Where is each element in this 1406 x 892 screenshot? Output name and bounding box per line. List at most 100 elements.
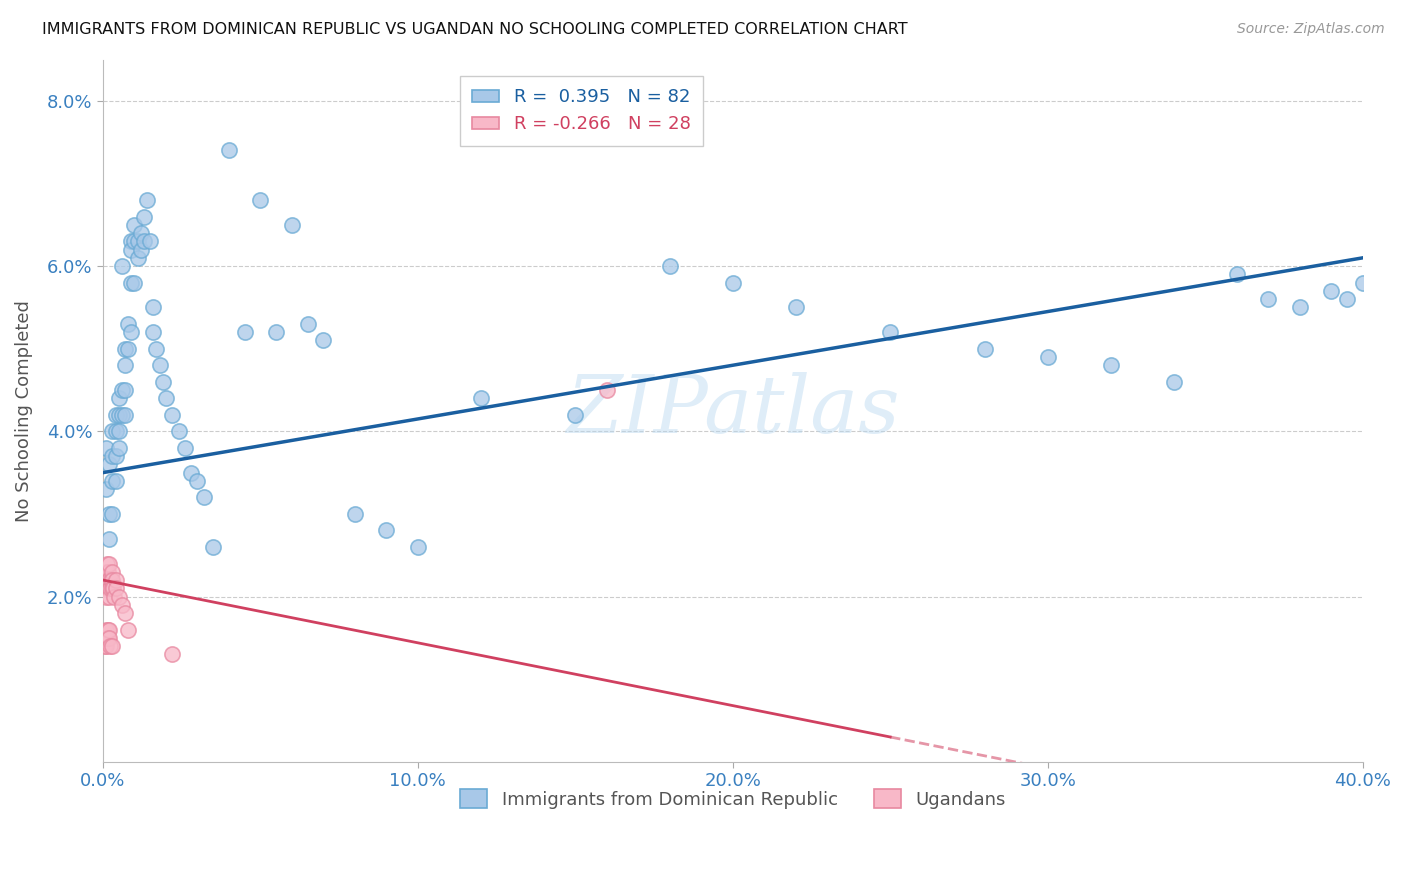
Text: ZIPatlas: ZIPatlas [567,372,900,450]
Point [173,441,195,455]
Point [104,582,127,596]
Point [103,590,125,604]
Point [1351,276,1374,290]
Text: Source: ZipAtlas.com: Source: ZipAtlas.com [1237,22,1385,37]
Text: IMMIGRANTS FROM DOMINICAN REPUBLIC VS UGANDAN NO SCHOOLING COMPLETED CORRELATION: IMMIGRANTS FROM DOMINICAN REPUBLIC VS UG… [42,22,908,37]
Point [101,425,124,439]
Point [117,342,139,356]
Point [785,301,807,315]
Point [343,507,366,521]
Point [160,648,183,662]
Point [100,573,122,587]
Point [98,557,121,571]
Point [180,466,202,480]
Point [1336,292,1358,306]
Point [107,590,129,604]
Point [104,408,127,422]
Legend: Immigrants from Dominican Republic, Ugandans: Immigrants from Dominican Republic, Ugan… [453,782,1012,816]
Point [149,358,172,372]
Point [470,392,492,406]
Point [152,375,174,389]
Point [104,449,127,463]
Point [721,276,744,290]
Point [94,631,117,645]
Point [96,573,118,587]
Point [94,573,117,587]
Point [98,639,121,653]
Point [101,565,124,579]
Point [104,425,127,439]
Point [94,623,117,637]
Point [96,557,118,571]
Point [281,218,304,232]
Point [98,573,121,587]
Point [98,631,121,645]
Point [94,441,117,455]
Point [120,235,142,249]
Point [98,582,121,596]
Point [127,235,149,249]
Point [101,474,124,488]
Point [114,408,136,422]
Point [111,259,134,273]
Point [120,243,142,257]
Point [94,565,117,579]
Point [104,573,127,587]
Point [167,425,190,439]
Point [186,474,208,488]
Point [658,259,681,273]
Point [973,342,995,356]
Point [312,334,335,348]
Point [101,449,124,463]
Point [297,317,319,331]
Point [98,458,121,472]
Point [120,276,142,290]
Point [1099,358,1122,372]
Point [98,590,121,604]
Point [124,235,146,249]
Point [129,226,152,240]
Point [94,590,117,604]
Point [218,144,240,158]
Point [104,474,127,488]
Point [107,425,129,439]
Point [96,631,118,645]
Point [98,507,121,521]
Point [97,631,120,645]
Point [132,210,155,224]
Point [1226,268,1249,282]
Point [233,325,256,339]
Point [97,623,120,637]
Point [97,573,120,587]
Point [120,325,142,339]
Point [101,573,124,587]
Point [142,325,165,339]
Point [111,383,134,397]
Point [202,540,225,554]
Point [879,325,901,339]
Point [93,639,115,653]
Point [124,276,146,290]
Point [97,582,120,596]
Point [93,573,115,587]
Point [107,408,129,422]
Point [129,243,152,257]
Y-axis label: No Schooling Completed: No Schooling Completed [15,300,32,522]
Point [160,408,183,422]
Point [1036,350,1059,364]
Point [1288,301,1310,315]
Point [98,532,121,546]
Point [124,218,146,232]
Point [564,408,586,422]
Point [375,524,398,538]
Point [114,383,136,397]
Point [97,565,120,579]
Point [114,342,136,356]
Point [114,606,136,620]
Point [111,408,134,422]
Point [145,342,167,356]
Point [127,251,149,265]
Point [1257,292,1279,306]
Point [94,631,117,645]
Point [596,383,619,397]
